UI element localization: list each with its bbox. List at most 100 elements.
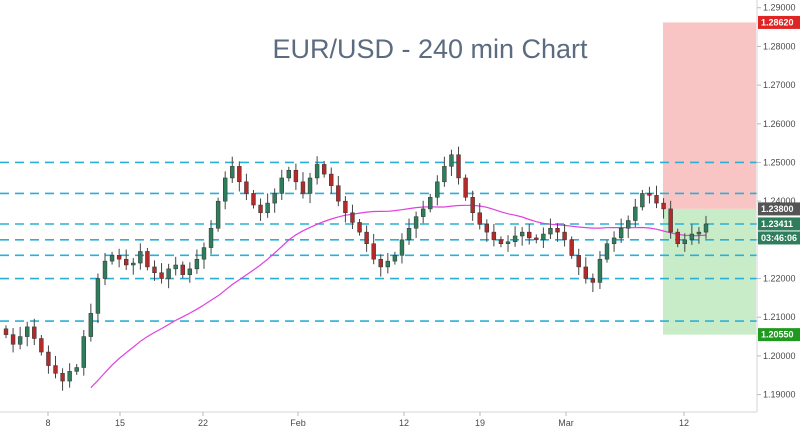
candle-body — [604, 243, 610, 260]
candle-body — [392, 255, 398, 262]
candle-body — [39, 338, 44, 353]
candle-body — [505, 241, 511, 244]
candle-body — [428, 197, 433, 210]
candle-body — [124, 258, 129, 266]
candle-body — [675, 231, 680, 244]
candle-body — [67, 371, 72, 382]
price-tick-label: 1.19000 — [763, 390, 796, 400]
candle-body — [307, 177, 313, 194]
candle-body — [230, 166, 235, 179]
time-tick-label: 15 — [115, 418, 125, 428]
candle-body — [534, 237, 539, 241]
candle-body — [343, 200, 348, 214]
price-tick-label: 1.21000 — [763, 312, 796, 322]
current-price-tag-label: 1.23411 — [761, 219, 793, 229]
candle-body — [159, 272, 164, 279]
candle-body — [60, 373, 65, 382]
time-tick-label: 12 — [679, 418, 689, 428]
candle-body — [201, 247, 207, 260]
entry-price-tag-bg — [758, 202, 800, 216]
candle-body — [435, 181, 440, 198]
candle-body — [618, 227, 624, 239]
candle-body — [32, 326, 37, 339]
time-tick-label: 8 — [45, 418, 50, 428]
candle-body — [661, 202, 666, 210]
candle-body — [336, 185, 341, 202]
candle-body — [484, 224, 490, 233]
candle-body — [371, 243, 376, 260]
candle-body — [279, 177, 284, 194]
time-tick-label: 12 — [399, 418, 409, 428]
candle-body — [682, 239, 687, 244]
candle-body — [109, 255, 115, 262]
candle-body — [583, 266, 588, 279]
candle-body — [208, 227, 214, 248]
price-tick-label: 1.26000 — [763, 119, 796, 129]
candle-body — [81, 336, 86, 368]
candle-body — [703, 223, 709, 233]
candle-body — [491, 231, 497, 241]
price-tick-label: 1.24000 — [763, 196, 796, 206]
moving-average — [90, 204, 707, 389]
candle-body — [541, 233, 546, 241]
candle-body — [562, 231, 567, 241]
candle-body — [633, 206, 638, 221]
risk-zone — [663, 22, 756, 209]
candle-body — [498, 239, 504, 244]
candle-body — [272, 193, 277, 204]
candle-body — [463, 177, 468, 198]
candle-body — [364, 231, 369, 244]
time-tick-label: Mar — [558, 418, 574, 428]
candle-body — [696, 231, 702, 235]
candle-body — [102, 260, 108, 279]
candle-body — [293, 169, 299, 183]
candle-body — [470, 197, 475, 214]
candle-body — [152, 266, 157, 273]
price-tags: 1.28620 1.23800 1.23411 03:46:06 1.20550 — [758, 15, 800, 342]
candle-body — [406, 227, 412, 241]
candle-body — [420, 208, 426, 217]
candle-body — [237, 166, 242, 183]
candle-body — [597, 258, 603, 283]
countdown-tag-bg — [758, 231, 800, 245]
candle-body — [442, 166, 447, 183]
price-tick-label: 1.22000 — [763, 274, 796, 284]
candle-body — [477, 212, 482, 225]
candle-body — [647, 193, 652, 196]
price-axis-ticks: 1.190001.200001.210001.220001.230001.240… — [757, 3, 796, 400]
candle-body — [456, 154, 461, 179]
price-tick-label: 1.28000 — [763, 41, 796, 51]
candle-body — [145, 251, 150, 268]
candles — [3, 146, 709, 391]
candle-body — [251, 193, 256, 206]
candle-body — [548, 227, 553, 235]
candle-body — [17, 336, 23, 345]
candle-body — [378, 258, 383, 268]
candle-body — [626, 220, 631, 229]
candle-body — [95, 278, 101, 314]
entry-price-tag-label: 1.23800 — [761, 204, 794, 214]
moving-average-line — [90, 204, 707, 389]
candle-body — [215, 200, 221, 229]
candle-body — [527, 231, 532, 239]
horizontal-levels — [0, 161, 757, 322]
candle-body — [258, 204, 263, 214]
candle-body — [668, 208, 673, 233]
candle-body — [138, 251, 143, 264]
candle-body — [350, 212, 355, 223]
candle-body — [131, 262, 136, 266]
candle-body — [46, 351, 51, 366]
time-tick-label: Feb — [290, 418, 306, 428]
candle-body — [569, 239, 574, 256]
candle-body — [449, 154, 454, 167]
candle-body — [25, 326, 30, 337]
candle-body — [512, 235, 518, 243]
target-price-tag-label: 1.20550 — [761, 330, 794, 340]
price-tick-label: 1.25000 — [763, 157, 796, 167]
candle-body — [519, 231, 525, 237]
stop-price-tag-bg — [758, 15, 800, 29]
candle-body — [555, 227, 560, 233]
candle-body — [244, 181, 249, 194]
